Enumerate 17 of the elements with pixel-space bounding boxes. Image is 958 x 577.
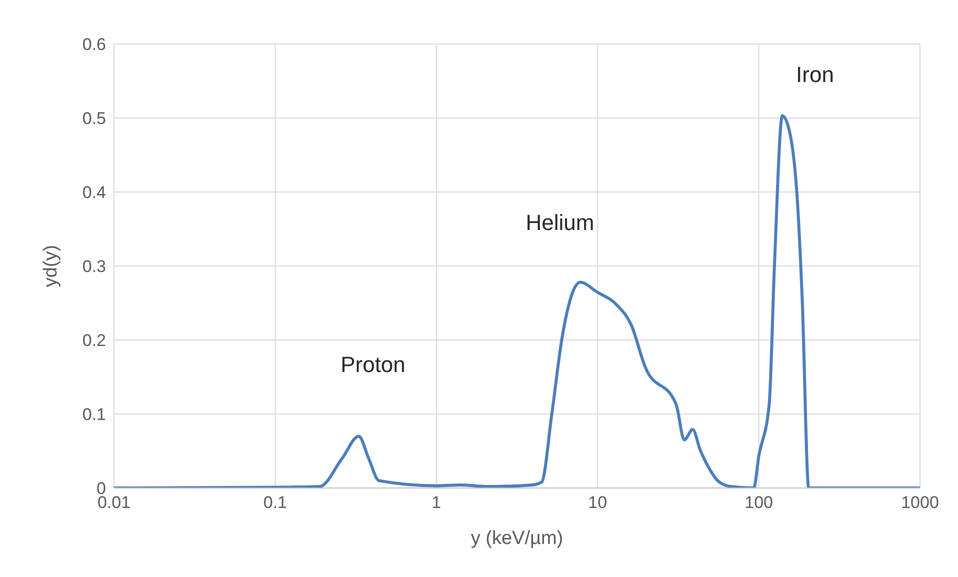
x-tick-label: 100 <box>744 493 773 512</box>
y-axis-title: yd(y) <box>40 244 62 288</box>
x-tick-label: 1000 <box>901 493 939 512</box>
y-tick-label: 0.1 <box>82 405 106 424</box>
x-tick-label: 0.01 <box>97 493 131 512</box>
y-tick-label: 0.6 <box>82 35 106 54</box>
y-tick-label: 0.2 <box>82 331 106 350</box>
annotation: Iron <box>796 62 834 87</box>
x-tick-label: 10 <box>588 493 608 512</box>
x-tick-label: 0.1 <box>263 493 288 512</box>
annotation: Proton <box>340 352 406 377</box>
x-tick-label: 1 <box>432 493 442 512</box>
x-axis-title: y (keV/µm) <box>470 528 564 549</box>
y-tick-label: 0.3 <box>82 257 106 276</box>
y-tick-label: 0.5 <box>82 109 106 128</box>
y-tick-label: 0.4 <box>82 183 106 202</box>
annotation: Helium <box>526 210 594 235</box>
